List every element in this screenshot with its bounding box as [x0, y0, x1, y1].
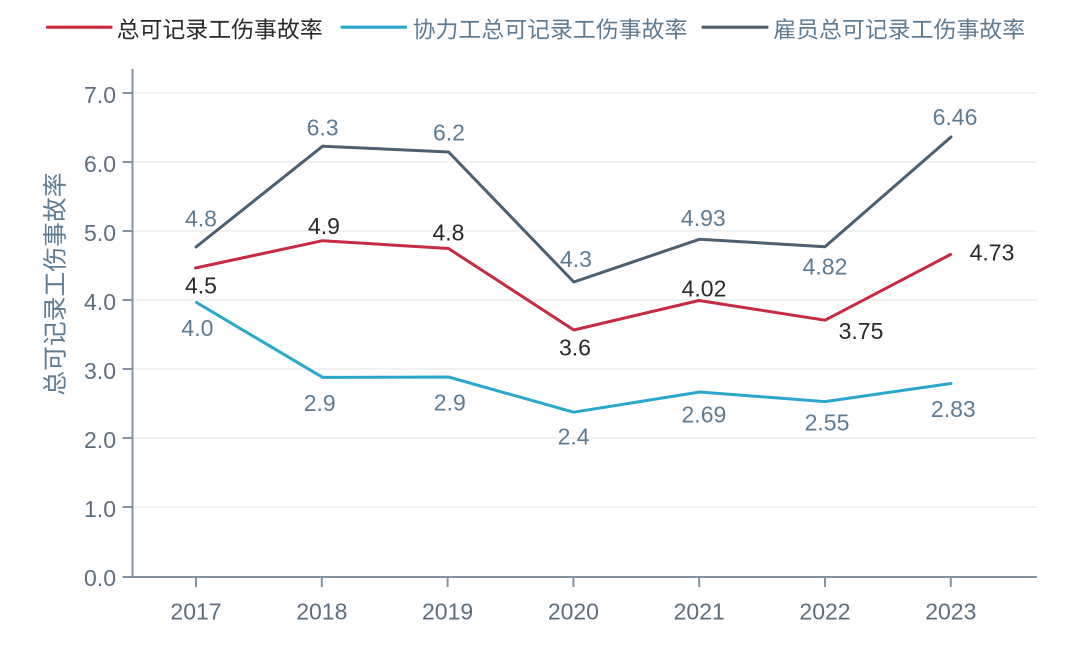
svg-text:2.55: 2.55: [805, 410, 850, 436]
svg-text:2.4: 2.4: [558, 424, 590, 450]
svg-text:6.3: 6.3: [307, 114, 339, 140]
svg-text:6.2: 6.2: [433, 119, 465, 145]
svg-text:2020: 2020: [548, 599, 599, 625]
svg-text:4.8: 4.8: [433, 220, 465, 246]
svg-text:4.93: 4.93: [681, 205, 726, 231]
svg-text:2.9: 2.9: [304, 390, 336, 416]
svg-text:3.75: 3.75: [839, 318, 884, 344]
svg-text:6.0: 6.0: [84, 151, 116, 177]
svg-text:4.8: 4.8: [185, 205, 217, 231]
svg-text:3.0: 3.0: [84, 358, 116, 384]
svg-text:3.6: 3.6: [559, 334, 591, 360]
svg-text:2017: 2017: [170, 599, 221, 625]
svg-text:2.69: 2.69: [682, 402, 727, 428]
svg-text:4.0: 4.0: [84, 289, 116, 315]
svg-text:2022: 2022: [799, 599, 850, 625]
svg-text:2.83: 2.83: [931, 396, 976, 422]
svg-text:4.0: 4.0: [181, 315, 213, 341]
svg-text:4.5: 4.5: [185, 272, 217, 298]
svg-text:4.82: 4.82: [803, 253, 848, 279]
svg-text:2021: 2021: [674, 599, 725, 625]
svg-text:2019: 2019: [422, 599, 473, 625]
svg-text:2018: 2018: [296, 599, 347, 625]
svg-text:7.0: 7.0: [84, 82, 116, 108]
svg-text:5.0: 5.0: [84, 220, 116, 246]
svg-text:0.0: 0.0: [84, 565, 116, 591]
svg-text:4.3: 4.3: [560, 246, 592, 272]
svg-text:4.73: 4.73: [970, 240, 1015, 266]
svg-text:2.0: 2.0: [84, 427, 116, 453]
svg-text:2.9: 2.9: [434, 389, 466, 415]
svg-text:1.0: 1.0: [84, 496, 116, 522]
svg-text:2023: 2023: [925, 599, 976, 625]
svg-text:4.9: 4.9: [308, 213, 340, 239]
svg-text:4.02: 4.02: [682, 275, 727, 301]
svg-text:6.46: 6.46: [933, 104, 978, 130]
